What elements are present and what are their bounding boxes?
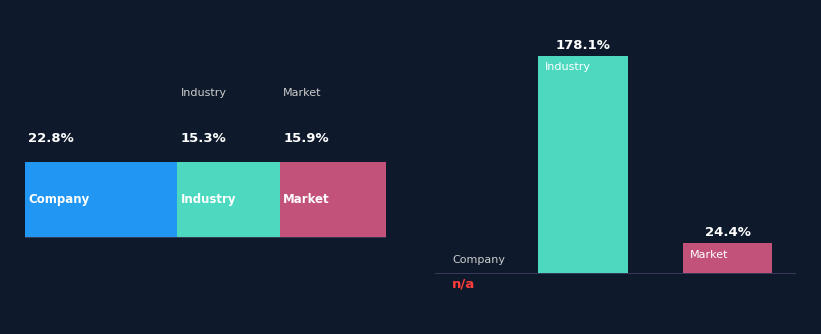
Text: 178.1%: 178.1% [556,39,611,52]
Text: Market: Market [283,88,322,98]
Text: n/a: n/a [452,278,475,291]
Text: Industry: Industry [181,88,227,98]
Text: Market: Market [283,193,330,206]
Text: 15.3%: 15.3% [181,132,227,145]
Text: 15.9%: 15.9% [283,132,328,145]
Text: Company: Company [28,193,89,206]
Text: 22.8%: 22.8% [28,132,74,145]
Bar [539,56,628,273]
Bar [25,162,177,237]
Text: 24.4%: 24.4% [704,226,750,239]
Bar [177,162,279,237]
Bar [279,162,386,237]
Bar [683,243,773,273]
Text: Company: Company [452,255,506,265]
Text: Industry: Industry [545,62,591,72]
Text: Industry: Industry [181,193,236,206]
Text: Market: Market [690,250,728,260]
